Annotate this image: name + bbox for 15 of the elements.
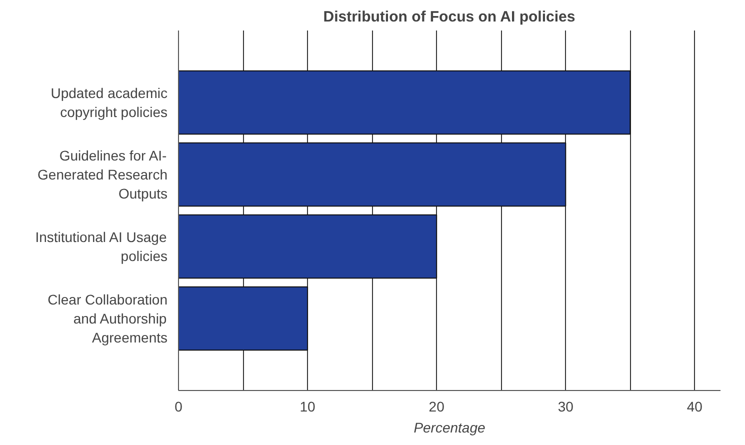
- chart-title: Distribution of Focus on AI policies: [323, 8, 576, 26]
- y-tick-label: Updated academic copyright policies: [50, 84, 168, 120]
- x-axis-title: Percentage: [414, 420, 486, 436]
- y-tick-label: Institutional AI Usage policies: [35, 228, 168, 264]
- x-tick-label: 10: [300, 398, 316, 414]
- bar: [178, 70, 631, 135]
- bar: [178, 214, 438, 279]
- y-tick-label: Guidelines for AI-Generated Research Outputs: [38, 147, 168, 202]
- x-tick-label: 0: [174, 398, 183, 414]
- x-tick-label: 40: [686, 398, 703, 414]
- bar: [178, 142, 566, 207]
- x-tick-label: 30: [558, 398, 574, 414]
- bar: [178, 286, 308, 351]
- y-tick-label: Clear Collaboration and Authorship Agreements: [48, 291, 168, 346]
- x-tick-label: 20: [428, 398, 445, 414]
